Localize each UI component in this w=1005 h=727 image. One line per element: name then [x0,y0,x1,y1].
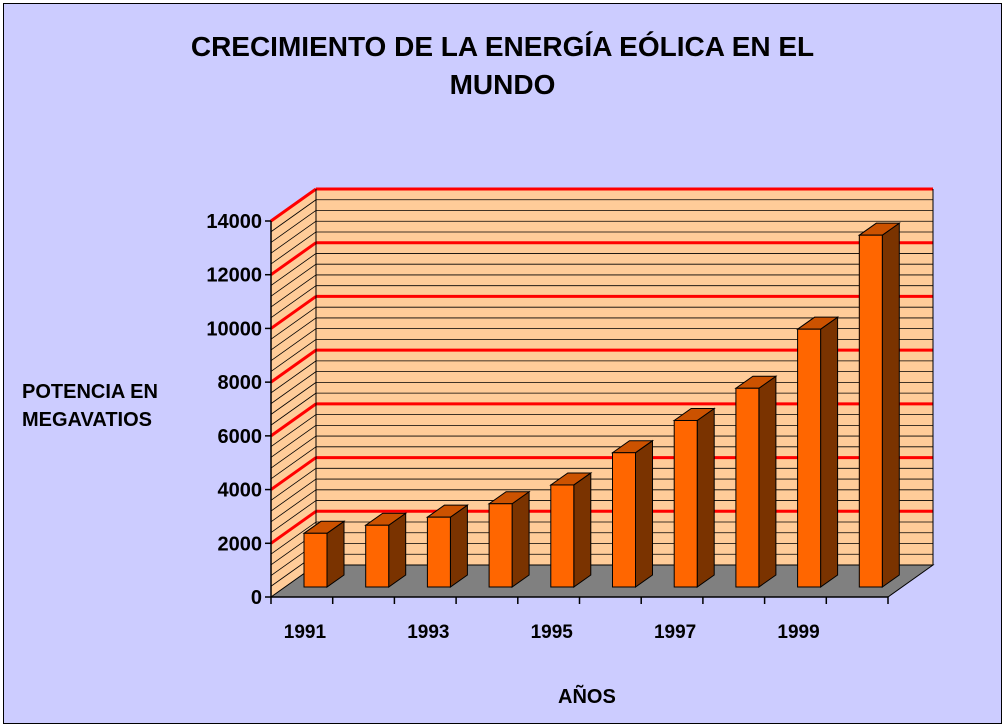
minor-gridline-side [270,467,317,501]
minor-gridline-side [270,263,317,297]
chart-title-line-1: CRECIMIENTO DE LA ENERGÍA EÓLICA EN EL [190,31,815,62]
bar-side [388,512,407,588]
major-gridline-side [270,456,317,491]
x-tick-label: 1997 [654,622,696,643]
bar-side [635,439,653,588]
major-gridline-side [270,348,317,384]
minor-gridline-side [270,360,317,394]
major-gridline-side [270,402,317,438]
minor-gridline-side [270,435,317,469]
minor-gridline-side [270,425,317,458]
minor-gridline-side [270,382,317,415]
x-axis-label: AÑOS [558,686,616,708]
y-axis-label-line-2: MEGAVATIOS [22,409,152,431]
y-tick-label: 4000 [218,480,263,502]
bar-side [511,490,530,588]
minor-gridline-side [270,446,317,480]
bar-side [696,407,715,588]
side-wall [271,189,316,597]
minor-gridline-side [270,489,317,523]
x-tick-label: 1993 [407,622,449,643]
y-tick-label: 2000 [218,533,263,555]
x-tick-label: 1991 [284,622,327,643]
minor-gridline-side [270,328,317,361]
minor-gridline-side [270,199,317,233]
bar-side [573,471,592,588]
bar-side [820,316,839,588]
minor-gridline-side [270,285,317,319]
minor-gridline-side [270,392,317,426]
x-tick-label: 1999 [777,622,819,643]
bar [303,532,328,588]
bar [365,524,390,588]
minor-gridline-side [270,478,317,512]
bar-side [758,375,777,588]
y-tick-label: 0 [251,587,262,609]
bar [612,452,636,588]
chart-title: CRECIMIENTO DE LA ENERGÍA EÓLICA EN EL M… [0,28,1005,104]
minor-gridline-side [270,500,317,533]
bar [858,234,883,588]
bar-side [449,504,468,588]
bar [550,484,575,588]
bar [673,419,698,588]
bar [426,516,451,588]
minor-gridline-side [270,274,317,308]
minor-gridline-side [270,317,317,351]
y-tick-label: 12000 [206,265,262,287]
y-tick-label: 6000 [218,426,263,448]
minor-gridline-side [270,339,317,372]
chart-title-line-2: MUNDO [449,69,556,100]
minor-gridline-side [270,521,317,555]
x-tick-label: 1995 [531,622,574,643]
y-tick-label: 10000 [206,318,262,340]
major-gridline-side [270,510,317,545]
major-gridline-side [270,295,317,330]
y-axis-label-line-1: POTENCIA EN [22,381,158,403]
bar [488,503,513,588]
major-gridline-side [270,187,317,223]
y-tick-label: 14000 [206,211,262,233]
minor-gridline-side [270,210,317,243]
minor-gridline-side [270,371,317,404]
minor-gridline-side [270,220,317,254]
bar [735,387,760,588]
major-gridline-side [270,241,317,276]
bar [797,328,822,588]
y-tick-label: 8000 [218,372,263,394]
minor-gridline-side [270,306,317,340]
y-axis-label: POTENCIA EN MEGAVATIOS [22,378,158,434]
minor-gridline-side [270,414,317,447]
minor-gridline-side [270,253,317,286]
bar-side [881,222,900,588]
minor-gridline-side [270,231,317,265]
